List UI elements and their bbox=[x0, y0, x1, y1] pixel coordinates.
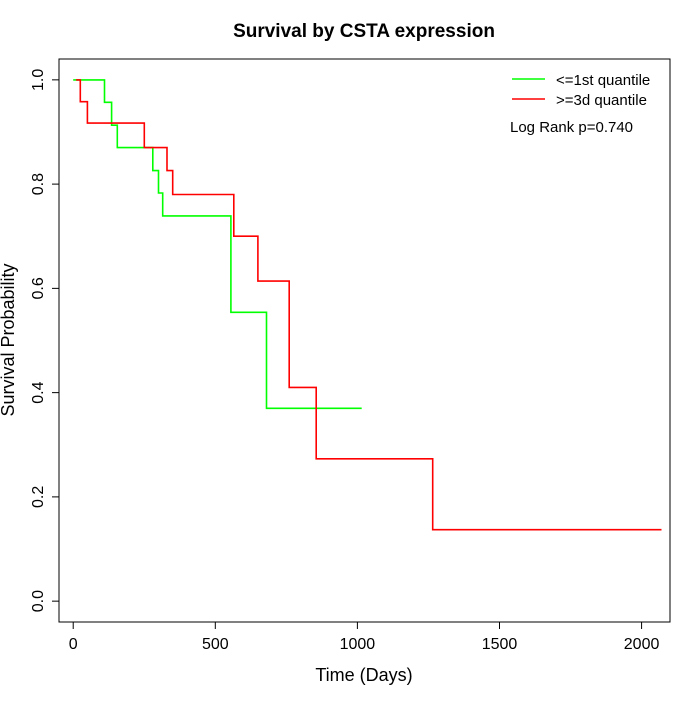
series-line-0 bbox=[73, 79, 362, 410]
legend-label-series-1: >=3d quantile bbox=[556, 92, 647, 109]
legend-label-series-0: <=1st quantile bbox=[556, 72, 650, 89]
x-axis-label: Time (Days) bbox=[315, 665, 412, 685]
legend: <=1st quantile >=3d quantile bbox=[512, 72, 650, 109]
y-tick-label: 0.0 bbox=[30, 590, 47, 612]
y-axis: 0.0 0.2 0.4 0.6 0.8 1.0 bbox=[30, 69, 60, 612]
y-tick-label: 0.2 bbox=[30, 486, 47, 508]
log-rank-annotation: Log Rank p=0.740 bbox=[510, 119, 633, 136]
x-tick-label: 1500 bbox=[482, 636, 518, 653]
y-tick-label: 0.6 bbox=[30, 277, 47, 299]
y-tick-label: 0.8 bbox=[30, 173, 47, 195]
y-tick-label: 1.0 bbox=[30, 69, 47, 91]
x-tick-label: 0 bbox=[69, 636, 78, 653]
series-layer bbox=[73, 79, 662, 531]
y-tick-label: 0.4 bbox=[30, 381, 47, 403]
chart-title: Survival by CSTA expression bbox=[233, 21, 495, 42]
x-tick-label: 1000 bbox=[340, 636, 376, 653]
x-axis: 0 500 1000 1500 2000 bbox=[69, 621, 660, 653]
y-axis-label: Survival Probability bbox=[0, 263, 18, 416]
series-line-1 bbox=[76, 79, 662, 531]
x-tick-label: 500 bbox=[202, 636, 229, 653]
x-tick-label: 2000 bbox=[624, 636, 660, 653]
